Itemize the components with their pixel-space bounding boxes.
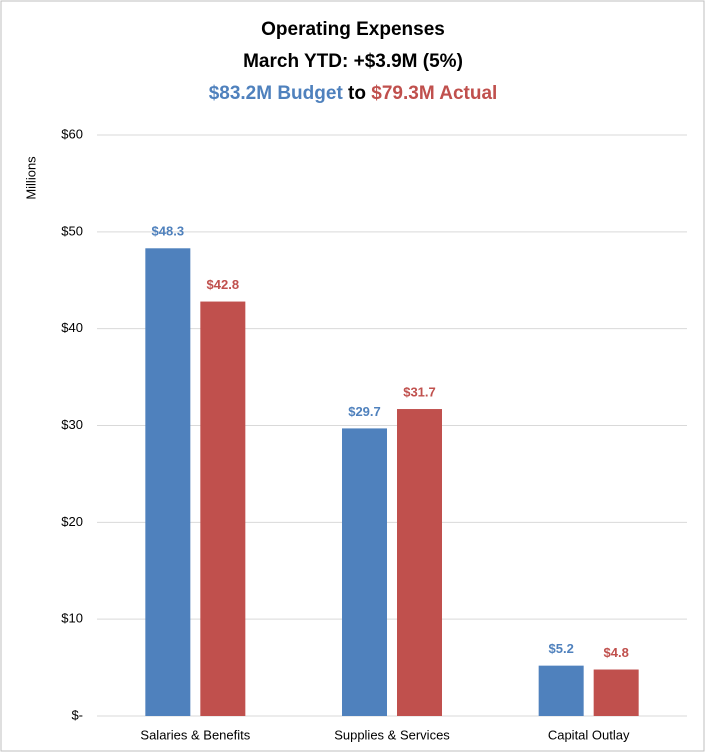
y-tick-label: $30 bbox=[61, 417, 83, 432]
y-tick-label: $60 bbox=[61, 126, 83, 141]
y-tick-label: $- bbox=[71, 707, 83, 722]
y-axis-label: Millions bbox=[23, 156, 38, 200]
value-label: $48.3 bbox=[152, 224, 185, 239]
subtitle-part: to bbox=[343, 83, 372, 104]
value-label: $29.7 bbox=[348, 404, 381, 419]
y-tick-label: $10 bbox=[61, 611, 83, 626]
y-tick-label: $40 bbox=[61, 320, 83, 335]
bar bbox=[593, 669, 639, 716]
chart-subtitle: March YTD: +$3.9M (5%) bbox=[243, 51, 463, 72]
y-tick-label: $50 bbox=[61, 223, 83, 238]
x-tick-label: Capital Outlay bbox=[548, 727, 630, 742]
bar bbox=[538, 665, 584, 716]
value-label: $31.7 bbox=[403, 384, 436, 399]
bar bbox=[200, 301, 246, 716]
value-label: $42.8 bbox=[207, 277, 240, 292]
chart-title: Operating Expenses bbox=[261, 19, 445, 40]
value-label: $5.2 bbox=[549, 641, 574, 656]
chart-subtitle-colored: $83.2M Budget to $79.3M Actual bbox=[209, 83, 498, 104]
y-tick-label: $20 bbox=[61, 514, 83, 529]
bar bbox=[145, 248, 191, 717]
subtitle-part: $79.3M Actual bbox=[371, 83, 497, 104]
bar bbox=[342, 428, 387, 716]
value-label: $4.8 bbox=[604, 645, 629, 660]
bar bbox=[397, 409, 442, 716]
x-tick-label: Salaries & Benefits bbox=[140, 727, 250, 742]
subtitle-part: $83.2M Budget bbox=[209, 83, 344, 104]
x-tick-label: Supplies & Services bbox=[334, 727, 450, 742]
